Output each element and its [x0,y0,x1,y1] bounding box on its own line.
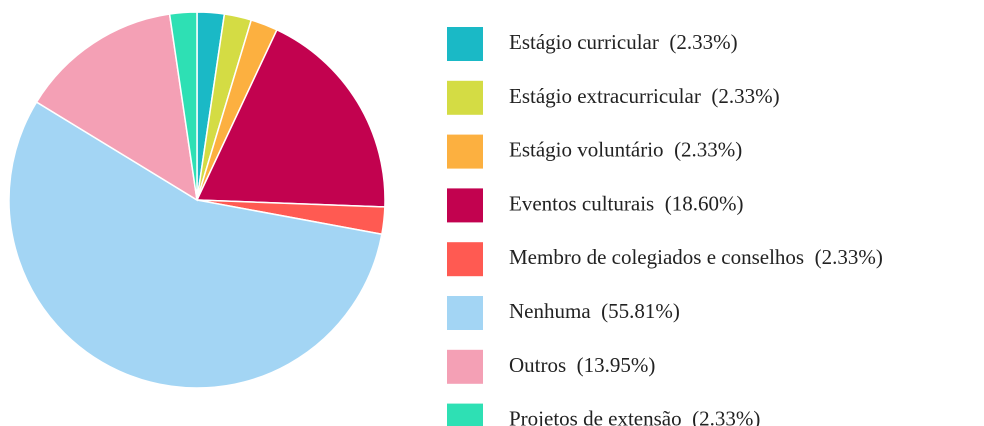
legend-value: (2.33%) [674,137,742,161]
legend-swatch [447,27,483,61]
legend-value: (2.33%) [711,84,779,108]
legend-value: (2.33%) [692,406,760,426]
legend-name: Estágio curricular [509,30,659,54]
legend-swatch [447,296,483,330]
legend-name: Estágio extracurricular [509,84,701,108]
legend-label: Estágio curricular (2.33%) [509,30,738,54]
legend-swatch [447,403,483,426]
legend-label: Estágio extracurricular (2.33%) [509,84,780,108]
legend-value: (13.95%) [577,353,656,377]
pie-slice [35,13,198,202]
legend-label: Membro de colegiados e conselhos (2.33%) [509,245,883,269]
legend-value: (2.33%) [815,245,883,269]
legend-value: (18.60%) [665,191,744,215]
legend-swatch [447,188,483,223]
legend-value: (55.81%) [601,299,680,323]
pie-slice [8,101,383,389]
legend-label: Projetos de extensão (2.33%) [509,406,760,426]
legend-name: Nenhuma [509,299,591,323]
pie-slice [168,11,198,201]
legend-name: Projetos de extensão [509,406,682,426]
legend-name: Membro de colegiados e conselhos [509,245,804,269]
legend-swatch [447,349,483,384]
legend-label: Estágio voluntário (2.33%) [509,137,742,161]
legend-swatch [447,134,483,169]
legend-label: Eventos culturais (18.60%) [509,191,743,215]
legend-name: Eventos culturais [509,191,654,215]
legend-value: (2.33%) [669,30,737,54]
pie-slice [195,28,386,208]
legend-label: Nenhuma (55.81%) [509,299,680,323]
legend-name: Estágio voluntário [509,137,664,161]
legend-label: Outros (13.95%) [509,353,655,377]
legend-name: Outros [509,353,566,377]
legend-swatch [447,80,483,115]
legend-swatch [447,242,483,277]
